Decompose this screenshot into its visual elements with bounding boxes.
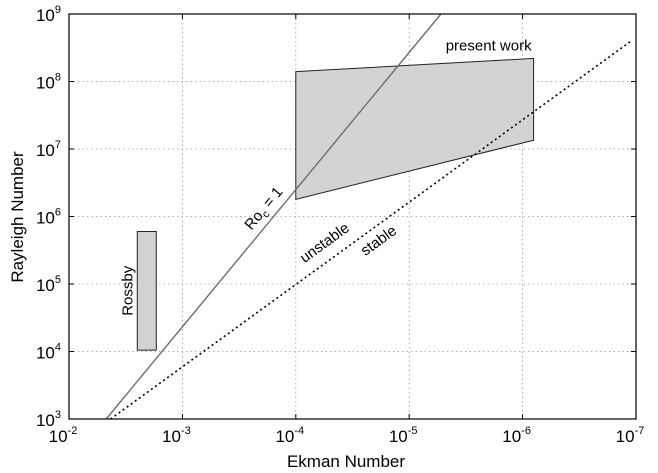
y-tick-exponent: 4 [55, 342, 61, 354]
x-tick-exponent: -6 [521, 425, 531, 437]
y-axis-label: Rayleigh Number [8, 151, 27, 283]
unstable-label: unstable [297, 220, 353, 267]
x-tick-label: 10-3 [162, 425, 191, 446]
y-tick-base: 10 [36, 141, 55, 160]
y-tick-base: 10 [36, 276, 55, 295]
y-tick-label: 104 [36, 342, 61, 363]
y-tick-exponent: 5 [55, 274, 61, 286]
y-tick-exponent: 6 [55, 207, 61, 219]
y-tick-label: 107 [36, 139, 61, 160]
x-tick-base: 10 [162, 427, 181, 446]
x-tick-label: 10-5 [389, 425, 418, 446]
rossby-region [136, 231, 157, 351]
x-tick-exponent: -7 [635, 425, 645, 437]
x-tick-base: 10 [275, 427, 294, 446]
present-work-region [295, 57, 535, 200]
x-tick-base: 10 [49, 427, 68, 446]
x-tick-base: 10 [502, 427, 521, 446]
y-tick-label: 108 [36, 72, 61, 93]
y-tick-exponent: 3 [55, 409, 61, 421]
x-tick-label: 10-6 [502, 425, 531, 446]
y-tick-label: 106 [36, 207, 61, 228]
present-work-label: present work [446, 37, 532, 54]
x-tick-base: 10 [616, 427, 635, 446]
x-tick-exponent: -3 [181, 425, 191, 437]
rossby-label: Rossby [119, 265, 136, 316]
x-tick-label: 10-7 [616, 425, 645, 446]
x-axis-label: Ekman Number [287, 452, 405, 471]
y-tick-base: 10 [36, 74, 55, 93]
y-tick-label: 109 [36, 4, 61, 25]
rossby-unity-line [105, 13, 442, 420]
y-tick-label: 103 [36, 409, 61, 430]
y-tick-base: 10 [36, 209, 55, 228]
y-tick-label: 105 [36, 274, 61, 295]
stability-boundary-line [110, 40, 632, 420]
x-tick-exponent: -5 [408, 425, 418, 437]
y-tick-exponent: 8 [55, 72, 61, 84]
x-tick-exponent: -4 [294, 425, 304, 437]
stable-label: stable [358, 222, 400, 259]
x-tick-base: 10 [389, 427, 408, 446]
region-layer [136, 57, 535, 351]
y-tick-base: 10 [36, 344, 55, 363]
y-tick-base: 10 [36, 411, 55, 430]
y-tick-exponent: 7 [55, 139, 61, 151]
y-tick-exponent: 9 [55, 4, 61, 16]
line-layer [105, 13, 632, 420]
x-tick-label: 10-2 [49, 425, 78, 446]
tick-layer: 10-2 10-3 10-4 10-5 10-6 10-71031041051061071… [36, 4, 644, 446]
y-tick-base: 10 [36, 6, 55, 25]
x-tick-exponent: -2 [68, 425, 78, 437]
x-tick-label: 10-4 [275, 425, 304, 446]
